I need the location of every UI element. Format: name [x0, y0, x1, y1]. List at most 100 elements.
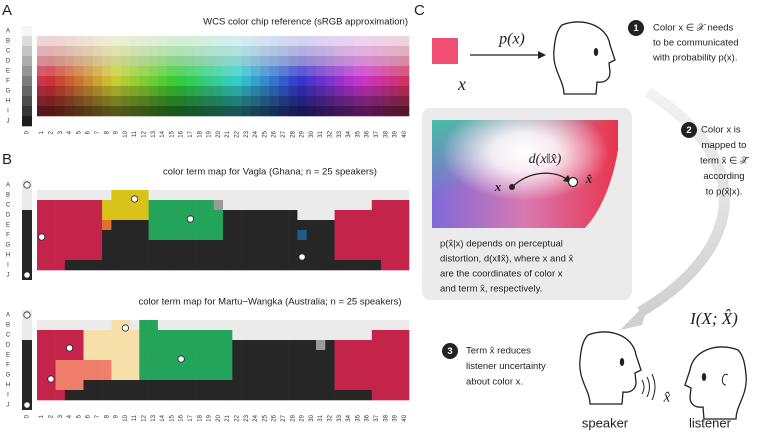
chip	[278, 56, 289, 67]
utterance-label: x̂	[663, 389, 671, 405]
chip	[157, 56, 168, 67]
term-cell	[343, 380, 354, 391]
chip	[381, 106, 391, 117]
column-label: 25	[262, 130, 268, 137]
term-cell	[55, 360, 66, 371]
chip	[74, 56, 84, 67]
term-cell	[260, 260, 270, 271]
row-label: I	[7, 109, 9, 115]
row-label: C	[6, 49, 11, 55]
term-cell	[371, 210, 382, 221]
chip	[334, 46, 345, 57]
term-cell	[120, 230, 131, 241]
chip	[213, 76, 224, 87]
column-label: 5	[76, 130, 82, 134]
chip	[399, 56, 410, 67]
term-cell	[195, 380, 205, 391]
term-cell	[185, 250, 196, 261]
chip	[399, 46, 410, 57]
term-cell	[399, 190, 410, 201]
term-cell	[241, 250, 252, 261]
term-cell	[316, 200, 326, 211]
term-cell	[390, 350, 400, 361]
chip	[232, 96, 242, 107]
term-cell	[148, 220, 159, 231]
column-label: 6	[86, 130, 92, 134]
focus-dot	[186, 215, 195, 223]
chip	[111, 46, 121, 57]
term-cell	[250, 380, 261, 391]
chip	[260, 106, 270, 117]
term-cell	[213, 370, 224, 381]
chip	[120, 96, 131, 107]
term-cell	[399, 250, 410, 261]
term-cell	[55, 350, 66, 361]
term-cell	[37, 340, 47, 351]
chip	[316, 106, 326, 117]
term-cell	[64, 240, 75, 251]
term-cell	[325, 250, 335, 261]
column-label: 34	[346, 414, 352, 421]
panel-label: B	[2, 151, 12, 168]
term-cell	[130, 260, 140, 271]
term-cell	[148, 360, 159, 371]
row-label: A	[6, 29, 10, 35]
term-cell	[37, 210, 47, 221]
chip	[250, 76, 261, 87]
term-cell	[278, 320, 289, 331]
chip	[55, 56, 66, 67]
term-cell	[325, 370, 335, 381]
term-cell	[37, 330, 47, 341]
chip	[55, 66, 66, 77]
step-text: with probability p(x).	[652, 53, 737, 64]
chip	[334, 86, 345, 97]
term-cell	[195, 360, 205, 371]
term-cell	[334, 330, 345, 341]
panel-label: A	[2, 2, 12, 19]
term-cell	[46, 190, 56, 201]
term-cell	[334, 260, 345, 271]
term-cell	[399, 370, 410, 381]
term-cell	[130, 380, 140, 391]
term-cell	[64, 350, 75, 361]
term-cell	[269, 220, 280, 231]
chip	[306, 96, 317, 107]
term-cell	[390, 230, 400, 241]
chip	[213, 36, 224, 47]
chip	[371, 56, 382, 67]
term-cell	[195, 390, 205, 401]
chip	[37, 96, 47, 107]
term-cell	[176, 210, 187, 221]
term-cell	[64, 320, 75, 331]
term-cell	[167, 250, 177, 261]
term-cell	[148, 340, 159, 351]
term-cell	[278, 340, 289, 351]
step-text: Color x is	[701, 125, 741, 136]
row-label: F	[6, 233, 10, 239]
column-label: 12	[142, 130, 148, 137]
term-cell	[334, 340, 345, 351]
term-cell	[64, 200, 75, 211]
term-cell	[241, 340, 252, 351]
term-cell	[241, 190, 252, 201]
chip	[55, 106, 66, 117]
term-cell	[297, 190, 307, 201]
term-cell	[130, 320, 140, 331]
term-cell	[325, 220, 335, 231]
term-cell	[167, 200, 177, 211]
column-label: 38	[383, 414, 389, 421]
chip	[102, 56, 112, 67]
term-cell	[157, 230, 168, 241]
term-cell	[288, 210, 298, 221]
term-cell	[269, 320, 280, 331]
term-cell	[74, 200, 84, 211]
chip	[223, 36, 233, 47]
term-cell	[306, 350, 317, 361]
chip	[46, 36, 56, 47]
chip	[22, 106, 32, 117]
term-cell	[185, 260, 196, 271]
term-cell	[269, 240, 280, 251]
chip	[399, 86, 410, 97]
chip	[232, 76, 242, 87]
column-label: 29	[300, 130, 306, 137]
